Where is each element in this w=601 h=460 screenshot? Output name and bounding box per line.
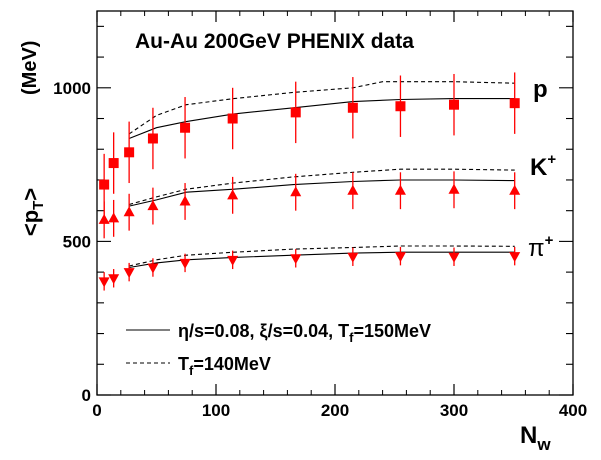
legend-dashed-label: Tf=140MeV [178, 354, 271, 378]
pion-data-point [509, 252, 521, 263]
k-data-point [394, 184, 406, 195]
p-data-point [509, 98, 520, 109]
k-dashed-curve [128, 168, 515, 206]
p-data-point [395, 101, 406, 112]
pion-dashed-curve [128, 245, 515, 267]
pion-label-main: π [528, 235, 545, 262]
k-data-point [448, 183, 460, 194]
p-data-point [227, 113, 238, 124]
pion-data-point [448, 252, 460, 263]
y-axis-unit: (MeV) [19, 41, 41, 95]
pion-data-point [394, 252, 406, 263]
pion-data-point [108, 274, 120, 285]
pion-data-point [147, 263, 159, 274]
pion-data-point [227, 255, 239, 266]
pion-data-point [347, 252, 359, 263]
legend-text-part: =140MeV [193, 354, 271, 374]
y-tick-label: 500 [63, 232, 91, 251]
x-tick-label: 0 [92, 401, 101, 420]
k-label-main: K [530, 154, 548, 181]
p-data-point [347, 102, 358, 113]
p-label-main: p [533, 76, 548, 103]
p-data-point [147, 133, 158, 144]
k-data-point [108, 212, 120, 223]
y-axis-label: (MeV) <pT> [18, 41, 47, 237]
p-data-point [449, 99, 459, 110]
pion-data-point [179, 258, 191, 269]
species-labels: pK+π+ [528, 76, 556, 262]
legend-text-part: f [349, 330, 354, 345]
k-data-point [290, 186, 302, 197]
pion-data-point [123, 268, 135, 279]
k-data-point [347, 184, 359, 195]
x-tick-label: 200 [321, 401, 349, 420]
data-points [98, 72, 521, 291]
y-tick-label: 1000 [53, 79, 91, 98]
pion-label-sup: + [545, 232, 554, 249]
x-tick-label: 400 [559, 401, 587, 420]
pion-label: π+ [528, 232, 554, 262]
p-data-point [290, 107, 301, 118]
k-data-point [227, 189, 239, 200]
p-label: p [533, 76, 548, 103]
legend-text-part: T [178, 354, 189, 374]
x-axis-label: Nw [520, 422, 551, 454]
legend-text-part: η/s=0.08, ξ/s=0.04, T [178, 321, 349, 342]
p-dashed-curve [128, 81, 515, 135]
legend-solid-label: η/s=0.08, ξ/s=0.04, Tf=150MeV [178, 321, 431, 345]
k-data-point [147, 200, 159, 211]
p-data-point [99, 179, 110, 190]
k-data-point [179, 195, 191, 206]
p-data-point [108, 158, 119, 169]
k-data-point [509, 184, 521, 195]
k-data-point [123, 206, 135, 217]
x-tick-label: 100 [202, 401, 230, 420]
p-data-point [124, 147, 135, 158]
y-tick-label: 0 [82, 386, 91, 405]
p-data-point [180, 122, 191, 133]
axes: 0 100 200 300 400 0 500 1000 [53, 11, 587, 420]
x-tick-label: 300 [440, 401, 468, 420]
k-data-point [98, 213, 110, 224]
legend-text-part: =150MeV [353, 321, 431, 341]
k-label: K+ [530, 151, 556, 181]
chart-title: Au-Au 200GeV PHENIX data [135, 30, 414, 53]
pion-data-point [290, 254, 302, 265]
k-solid-curve [128, 179, 515, 207]
k-label-sup: + [547, 151, 556, 168]
pion-data-point [98, 277, 110, 288]
legend-text-part: f [189, 363, 194, 378]
y-axis-quantity: <pT> [18, 188, 47, 236]
